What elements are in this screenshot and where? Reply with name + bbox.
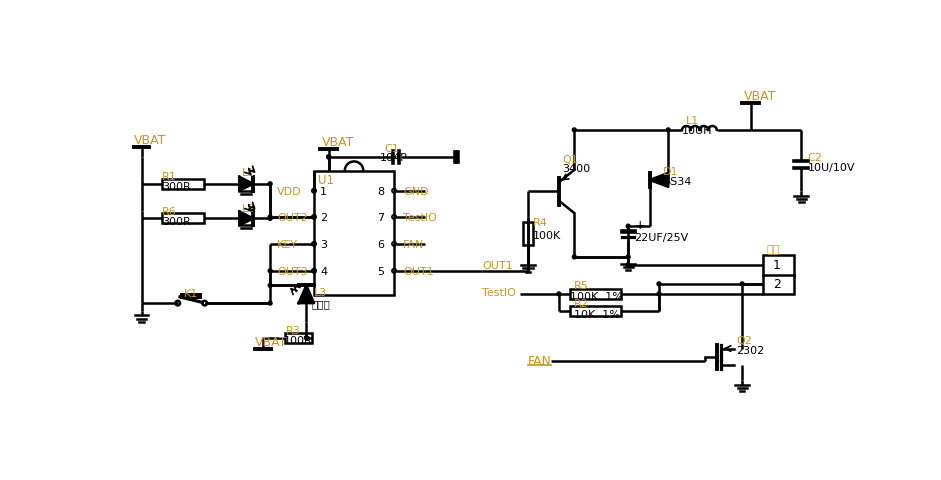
Circle shape <box>627 225 630 228</box>
Text: K1: K1 <box>183 288 199 299</box>
Text: 100K: 100K <box>533 231 561 241</box>
Text: 2: 2 <box>320 213 327 222</box>
Text: VBAT: VBAT <box>255 336 287 348</box>
Bar <box>314 171 394 296</box>
Text: 10UH: 10UH <box>682 126 712 135</box>
Text: L2: L2 <box>242 203 255 213</box>
Text: Q1: Q1 <box>562 155 578 165</box>
Text: 七彩灯: 七彩灯 <box>311 299 330 309</box>
Text: OUT2: OUT2 <box>277 213 308 222</box>
Text: VBAT: VBAT <box>743 90 776 103</box>
Text: 10K  1%: 10K 1% <box>574 309 620 319</box>
Circle shape <box>666 129 670 132</box>
Text: R3: R3 <box>285 325 300 336</box>
Polygon shape <box>298 286 314 303</box>
Text: +: + <box>634 218 645 231</box>
Text: FAN: FAN <box>528 355 552 368</box>
Text: R2: R2 <box>574 299 589 309</box>
Text: 2: 2 <box>773 278 781 291</box>
Text: 3400: 3400 <box>562 164 590 174</box>
Text: 300R: 300R <box>163 216 191 226</box>
Text: OUT3: OUT3 <box>277 266 308 276</box>
Text: OUT1: OUT1 <box>482 260 513 270</box>
Bar <box>570 306 621 316</box>
Text: C1: C1 <box>385 144 400 153</box>
Text: D1: D1 <box>662 167 678 176</box>
Circle shape <box>327 156 330 159</box>
Text: 22UF/25V: 22UF/25V <box>634 232 689 242</box>
Circle shape <box>304 336 309 340</box>
Text: 1: 1 <box>773 259 781 272</box>
Text: R5: R5 <box>574 281 589 291</box>
Bar <box>285 333 312 343</box>
Text: Q2: Q2 <box>736 336 752 346</box>
Bar <box>163 180 204 190</box>
Circle shape <box>327 156 330 159</box>
Bar <box>523 223 534 246</box>
Text: SS34: SS34 <box>662 177 692 187</box>
Text: KEY: KEY <box>277 240 298 249</box>
Text: 7: 7 <box>377 213 384 222</box>
Circle shape <box>572 129 576 132</box>
Circle shape <box>627 255 630 259</box>
Circle shape <box>657 292 661 296</box>
Text: TestIO: TestIO <box>404 213 438 222</box>
Text: 104P: 104P <box>380 153 408 163</box>
Circle shape <box>268 182 272 186</box>
Text: GND: GND <box>404 186 429 196</box>
Text: TestIO: TestIO <box>482 287 516 297</box>
Circle shape <box>268 284 272 288</box>
Text: L1: L1 <box>686 116 699 126</box>
Bar <box>763 256 793 294</box>
Circle shape <box>627 263 630 267</box>
Text: L3: L3 <box>314 287 327 297</box>
Circle shape <box>268 269 272 273</box>
Circle shape <box>268 301 272 305</box>
Text: 2302: 2302 <box>736 346 764 355</box>
Text: R6: R6 <box>163 206 177 216</box>
Text: FAN: FAN <box>404 240 424 249</box>
Text: R4: R4 <box>533 218 548 228</box>
Text: L1: L1 <box>242 168 255 178</box>
Circle shape <box>657 282 661 286</box>
Text: VBAT: VBAT <box>134 134 167 147</box>
Text: 5: 5 <box>377 266 384 276</box>
Bar <box>570 289 621 299</box>
Text: 6: 6 <box>377 240 384 249</box>
Text: 10U/10V: 10U/10V <box>807 163 855 172</box>
Text: OUT1: OUT1 <box>404 266 434 276</box>
Text: 300R: 300R <box>163 182 191 192</box>
Circle shape <box>741 282 744 286</box>
Text: 4: 4 <box>320 266 327 276</box>
Text: U1: U1 <box>318 174 334 187</box>
Polygon shape <box>239 178 253 192</box>
Text: 100R: 100R <box>284 336 312 346</box>
Text: C2: C2 <box>807 153 822 163</box>
Polygon shape <box>239 212 253 226</box>
Text: R1: R1 <box>163 172 177 182</box>
Text: 8: 8 <box>377 186 384 196</box>
Bar <box>163 214 204 224</box>
Circle shape <box>572 255 576 259</box>
Polygon shape <box>649 174 668 188</box>
Circle shape <box>268 216 272 219</box>
Circle shape <box>557 292 561 296</box>
Text: 100K  1%: 100K 1% <box>570 291 623 301</box>
Text: 风扇: 风扇 <box>767 245 780 255</box>
Text: 1: 1 <box>320 186 327 196</box>
Circle shape <box>268 217 272 221</box>
Text: VDD: VDD <box>277 186 302 196</box>
Text: VBAT: VBAT <box>322 136 354 149</box>
Text: 3: 3 <box>320 240 327 249</box>
